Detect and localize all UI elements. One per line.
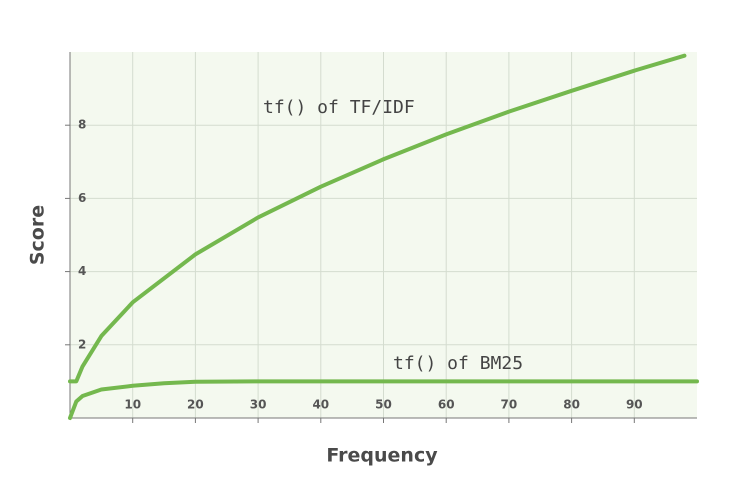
annotation: tf() of TF/IDF bbox=[263, 97, 415, 118]
y-tick-label: 2 bbox=[78, 337, 86, 351]
x-tick-label: 80 bbox=[563, 398, 580, 412]
y-tick-label: 4 bbox=[78, 264, 86, 278]
x-tick-label: 30 bbox=[250, 398, 267, 412]
x-tick-label: 40 bbox=[312, 398, 329, 412]
y-tick-label: 8 bbox=[78, 118, 86, 132]
x-tick-label: 20 bbox=[187, 398, 204, 412]
x-tick-label: 60 bbox=[438, 398, 455, 412]
x-tick-label: 10 bbox=[124, 398, 141, 412]
y-tick-label: 6 bbox=[78, 191, 86, 205]
x-tick-label: 90 bbox=[626, 398, 643, 412]
line-series bbox=[68, 379, 699, 420]
x-axis-label: Frequency bbox=[326, 445, 438, 467]
line-series bbox=[68, 53, 687, 384]
annotation: tf() of BM25 bbox=[393, 353, 523, 374]
x-tick-label: 50 bbox=[375, 398, 392, 412]
x-tick-label: 70 bbox=[501, 398, 518, 412]
y-axis-label: Score bbox=[27, 205, 49, 265]
